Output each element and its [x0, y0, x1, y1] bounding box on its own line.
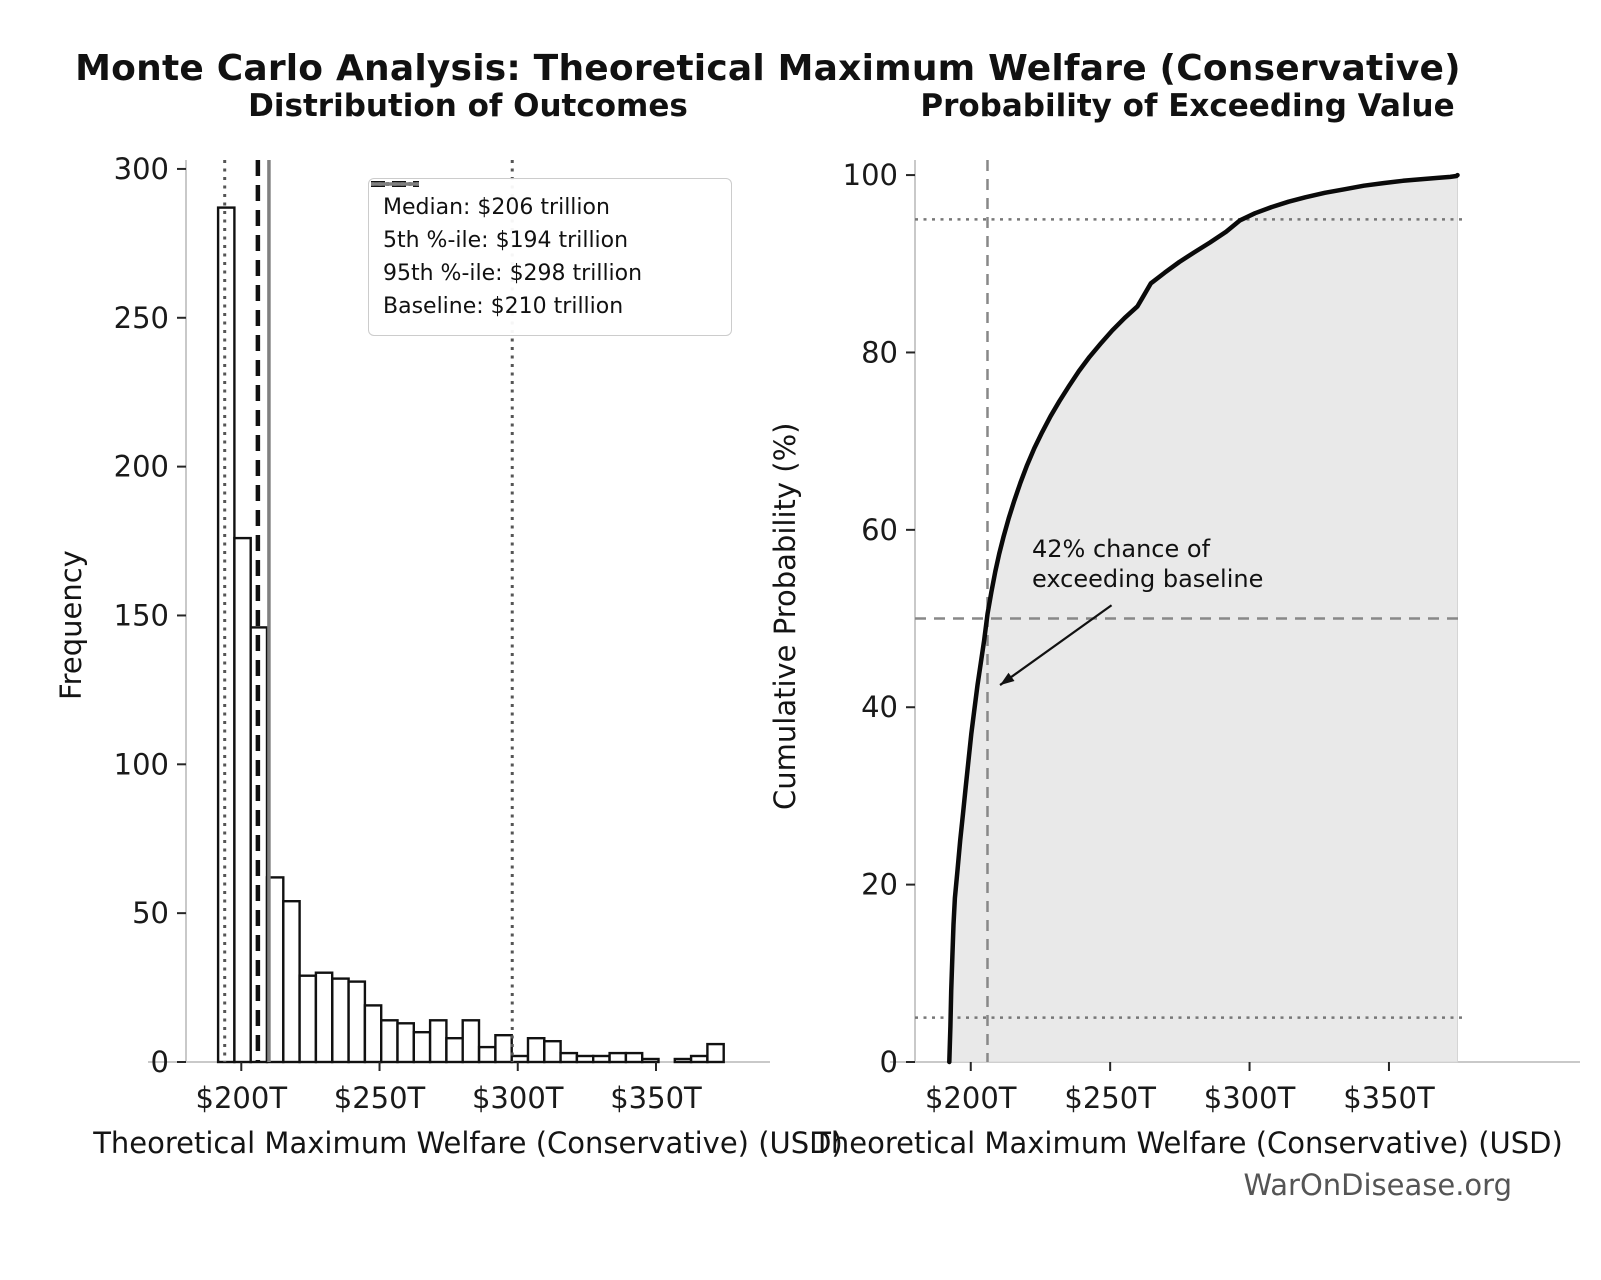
y-tick-label: 40 — [861, 690, 898, 724]
y-tick-label: 80 — [861, 335, 898, 369]
histogram-bar — [298, 974, 318, 1064]
histogram-bar — [477, 1045, 497, 1064]
histogram-bar — [526, 1036, 546, 1064]
legend-item-label: 5th %-ile: $194 trillion — [383, 228, 629, 253]
histogram-bar — [233, 536, 252, 1064]
histogram-bar — [282, 900, 301, 1064]
y-tick-label: 0 — [151, 1045, 169, 1079]
left-subplot-title: Distribution of Outcomes — [248, 88, 688, 124]
x-tick-label: $350T — [1343, 1081, 1435, 1115]
histogram-bar — [559, 1051, 579, 1064]
legend-item-0: Median: $206 trillion — [371, 181, 717, 224]
right-x-axis-label: Theoretical Maximum Welfare (Conservativ… — [813, 1126, 1563, 1160]
x-tick-label: $250T — [1064, 1081, 1156, 1115]
histogram-bar — [445, 1036, 464, 1064]
legend-item-1: 5th %-ile: $194 trillion — [371, 182, 717, 257]
main-title: Monte Carlo Analysis: Theoretical Maximu… — [75, 48, 1461, 89]
histogram-bars — [216, 206, 725, 1064]
x-tick-label: $250T — [334, 1081, 426, 1115]
y-tick-label: 150 — [114, 598, 169, 632]
histogram-bar — [673, 1057, 693, 1064]
histogram-bar — [494, 1033, 513, 1064]
histogram-bar — [347, 980, 367, 1064]
right-subplot-title: Probability of Exceeding Value — [920, 88, 1455, 124]
histogram-plot: $200T $250T $300T $350T 0 50 100 150 200 250 300 — [114, 152, 770, 1115]
histogram-bar — [641, 1057, 660, 1064]
histogram-bar — [396, 1022, 415, 1064]
histogram-bar — [592, 1054, 611, 1064]
legend-item-label: Median: $206 trillion — [383, 195, 610, 220]
y-tick-label: 250 — [114, 301, 169, 335]
cdf-plot: $200T $250T $300T $350T 0 20 40 60 80 100 — [843, 158, 1580, 1115]
y-tick-label: 300 — [114, 152, 169, 186]
y-tick-label: 0 — [880, 1045, 898, 1079]
x-tick-label: $200T — [925, 1081, 1017, 1115]
legend-line-sample — [371, 182, 419, 186]
histogram-bar — [412, 1030, 432, 1064]
histogram-bar — [428, 1019, 448, 1064]
histogram-bar — [363, 1004, 383, 1064]
watermark: WarOnDisease.org — [1243, 1168, 1512, 1202]
annotation-text: 42% chance of exceeding baseline — [1032, 534, 1263, 594]
histogram-bar — [331, 977, 350, 1064]
histogram-bar — [380, 1019, 399, 1064]
y-tick-label: 100 — [843, 158, 898, 192]
x-tick-label: $300T — [1204, 1081, 1296, 1115]
legend: Median: $206 trillion 5th %-ile: $194 tri… — [368, 178, 732, 336]
legend-item-label: Baseline: $210 trillion — [383, 294, 624, 319]
histogram-bar — [510, 1054, 530, 1064]
x-tick-label: $300T — [472, 1081, 564, 1115]
x-tick-label: $200T — [196, 1081, 288, 1115]
cdf-curve — [947, 172, 1460, 1065]
histogram-bar — [706, 1042, 725, 1064]
histogram-bar — [216, 206, 236, 1064]
histogram-bar — [689, 1054, 709, 1064]
legend-item-label: 95th %-ile: $298 trillion — [383, 261, 643, 286]
annotation-line-2: exceeding baseline — [1032, 565, 1264, 593]
histogram-bar — [608, 1051, 628, 1064]
y-tick-label: 200 — [114, 450, 169, 484]
histogram-bar — [314, 971, 334, 1064]
y-tick-label: 20 — [861, 868, 898, 902]
legend-item-2: 95th %-ile: $298 trillion — [371, 182, 717, 290]
legend-item-3: Baseline: $210 trillion — [371, 182, 717, 323]
histogram-bar — [575, 1054, 595, 1064]
y-tick-label: 60 — [861, 513, 898, 547]
annotation-arrow — [999, 604, 1113, 686]
left-x-axis-label: Theoretical Maximum Welfare (Conservativ… — [93, 1126, 843, 1160]
histogram-bar — [461, 1019, 481, 1064]
histogram-bar — [543, 1039, 562, 1064]
y-tick-label: 100 — [114, 747, 169, 781]
x-tick-label: $350T — [610, 1081, 702, 1115]
left-y-axis-label: Frequency — [54, 550, 88, 700]
y-tick-label: 50 — [132, 896, 169, 930]
right-y-axis-label: Cumulative Probability (%) — [768, 422, 802, 810]
histogram-bar — [624, 1051, 644, 1064]
annotation-arrowhead — [1000, 672, 1015, 686]
annotation-line-1: 42% chance of — [1032, 535, 1211, 563]
